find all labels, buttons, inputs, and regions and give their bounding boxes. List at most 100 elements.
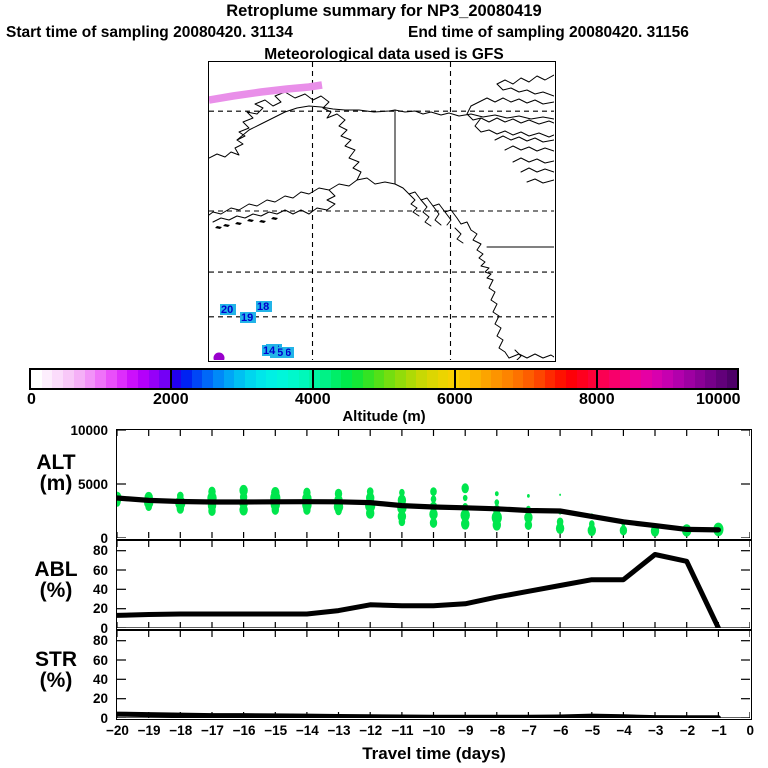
colorbar-segment (148, 370, 160, 388)
alt-scatter-point (271, 504, 279, 515)
y-tick-label: 80 (92, 543, 108, 559)
colorbar-segment (84, 370, 96, 388)
colorbar-segment (341, 370, 353, 388)
x-tick-label: −18 (169, 723, 193, 738)
colorbar-segment (416, 370, 428, 388)
colorbar-segment (630, 370, 642, 388)
x-tick-label: −2 (679, 723, 696, 738)
colorbar-segment (298, 370, 310, 388)
colorbar-segment (608, 370, 620, 388)
alt-scatter-points (117, 483, 724, 537)
x-tick-label: −7 (521, 723, 537, 738)
abl-chart-panel (116, 540, 752, 630)
x-tick-label: −1 (711, 723, 727, 738)
colorbar-segment (705, 370, 716, 388)
x-tick-label: −6 (553, 723, 569, 738)
colorbar-segment (202, 370, 213, 388)
colorbar-segment (41, 370, 53, 388)
abl-line (117, 552, 721, 628)
alt-panel-label: ALT (m) (6, 452, 106, 495)
colorbar-segment (501, 370, 513, 388)
page-title: Retroplume summary for NP3_20080419 (226, 2, 542, 20)
colorbar-tick-label: 6000 (437, 391, 473, 408)
colorbar-segment (127, 370, 139, 388)
colorbar-segment (683, 370, 695, 388)
colorbar-segment (245, 370, 256, 388)
y-tick-label: 40 (92, 671, 108, 687)
colorbar-segment (223, 370, 235, 388)
colorbar-segment (651, 370, 663, 388)
colorbar-segment (576, 370, 588, 388)
x-tick-label: −8 (489, 723, 506, 738)
x-axis-title: Travel time (days) (362, 744, 506, 763)
alt-scatter-point (335, 506, 342, 516)
y-tick-label: 10000 (70, 422, 108, 438)
abl-label-line1: ABL (34, 558, 78, 581)
colorbar-tick-label: 10000 (696, 391, 741, 408)
str-panel-label: STR (%) (6, 649, 106, 692)
end-time-label: End time of sampling 20080420. 31156 (408, 24, 689, 41)
x-tick-label: −19 (137, 723, 161, 738)
colorbar-segment (512, 370, 524, 388)
colorbar-segment (95, 370, 106, 388)
colorbar-segment (394, 370, 406, 388)
map-day-markers: 20191817161514 (220, 301, 294, 359)
colorbar-segment (277, 370, 288, 388)
y-tick-label: 60 (92, 652, 108, 668)
y-tick-label: 5000 (77, 476, 108, 492)
alt-scatter-point (366, 507, 375, 519)
colorbar-segment (52, 370, 64, 388)
y-tick-label: 80 (92, 633, 108, 649)
alt-scatter-point (494, 499, 500, 506)
axis-ticks (117, 631, 750, 718)
alt-chart-canvas (117, 430, 750, 538)
colorbar-segment (287, 370, 299, 388)
colorbar-segment (255, 370, 267, 388)
colorbar-axis-title: Altitude (m) (342, 408, 426, 425)
colorbar-segment (212, 370, 224, 388)
altitude-colorbar (29, 368, 739, 390)
colorbar-segment (352, 370, 363, 388)
x-tick-label: −16 (232, 723, 256, 738)
colorbar-segment (309, 370, 320, 388)
x-tick-label: −20 (106, 723, 129, 738)
alt-scatter-point (145, 502, 152, 511)
alt-scatter-point (494, 491, 499, 497)
colorbar-segment (373, 370, 385, 388)
alt-scatter-point (399, 488, 405, 497)
release-site-marker (213, 352, 225, 360)
x-tick-label: −13 (327, 723, 351, 738)
colorbar-segment (716, 370, 727, 388)
colorbar-segment (31, 370, 42, 388)
colorbar-segment (362, 370, 374, 388)
colorbar-segment (170, 370, 181, 388)
str-chart-canvas (117, 631, 750, 718)
alt-scatter-point (555, 522, 565, 534)
colorbar-segment (534, 370, 545, 388)
colorbar-segment (266, 370, 278, 388)
alt-scatter-point (429, 517, 438, 528)
y-tick-label: 0 (100, 530, 108, 546)
map-day-marker-label: 18 (257, 301, 269, 313)
colorbar-divider (312, 368, 314, 390)
axis-ticks (117, 541, 750, 628)
colorbar-segment (566, 370, 577, 388)
colorbar-segment (694, 370, 706, 388)
colorbar-segment (598, 370, 609, 388)
x-tick-label: −17 (200, 723, 224, 738)
colorbar-segment (523, 370, 535, 388)
colorbar-tick-label: 2000 (153, 391, 189, 408)
abl-chart-canvas (117, 541, 750, 628)
colorbar-segment (641, 370, 652, 388)
colorbar-divider (454, 368, 456, 390)
alt-scatter-point (429, 508, 438, 520)
map-day-marker-label: 19 (241, 312, 253, 324)
colorbar-divider (596, 368, 598, 390)
colorbar-segment (116, 370, 128, 388)
x-tick-label: −12 (359, 723, 383, 738)
colorbar-segment (384, 370, 395, 388)
x-tick-label: −14 (295, 723, 319, 738)
colorbar-segment (138, 370, 149, 388)
colorbar-segment (73, 370, 85, 388)
str-chart-panel (116, 630, 752, 720)
